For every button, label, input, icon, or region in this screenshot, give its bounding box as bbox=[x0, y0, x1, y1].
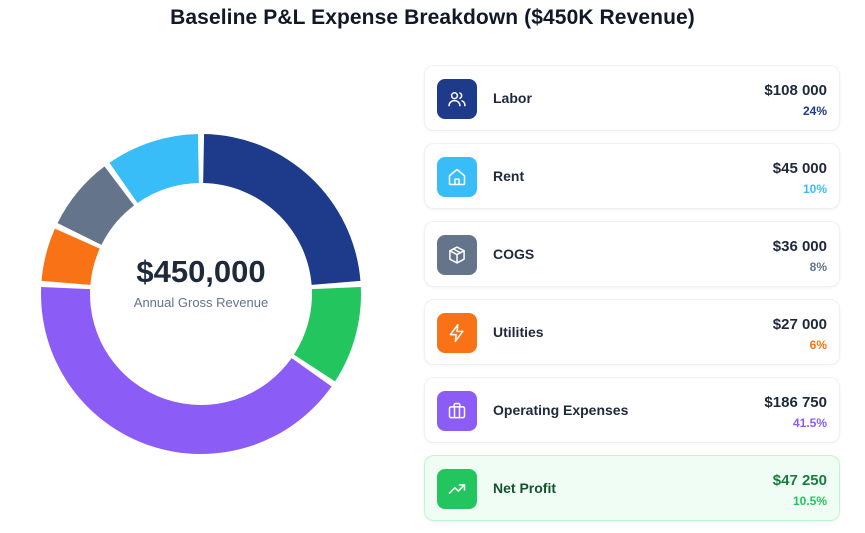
slice-utilities[interactable] bbox=[41, 228, 100, 285]
cogs-icon-box bbox=[437, 235, 477, 275]
slice-operating-expenses[interactable] bbox=[41, 287, 332, 454]
home-icon bbox=[448, 168, 466, 186]
card-amount: $47 250 bbox=[772, 472, 827, 489]
card-percent: 8% bbox=[809, 260, 827, 274]
zap-icon bbox=[449, 323, 464, 343]
slice-net-profit[interactable] bbox=[293, 287, 362, 382]
card-label: Labor bbox=[493, 90, 532, 106]
package-icon bbox=[449, 246, 465, 264]
card-rent[interactable]: Rent $45 000 10% bbox=[424, 143, 840, 209]
chart-title: Baseline P&L Expense Breakdown ($450K Re… bbox=[170, 6, 695, 29]
center-summary: $450,000 Annual Gross Revenue bbox=[101, 254, 301, 311]
card-cogs[interactable]: COGS $36 000 8% bbox=[424, 221, 840, 287]
slice-cogs[interactable] bbox=[57, 166, 135, 245]
center-value: $450,000 bbox=[136, 254, 266, 289]
card-operating-expenses[interactable]: Operating Expenses $186 750 41.5% bbox=[424, 377, 840, 443]
donut-chart: $450,000 Annual Gross Revenue bbox=[35, 128, 367, 460]
card-percent: 10.5% bbox=[792, 494, 827, 508]
card-label: Rent bbox=[493, 168, 525, 184]
card-amount: $27 000 bbox=[772, 316, 827, 333]
utilities-icon-box bbox=[437, 313, 477, 353]
breakdown-list: Labor $108 000 24% Rent $45 000 10% COGS… bbox=[424, 65, 840, 533]
card-percent: 41.5% bbox=[792, 416, 827, 430]
net-profit-icon-box bbox=[437, 469, 477, 509]
card-labor[interactable]: Labor $108 000 24% bbox=[424, 65, 840, 131]
card-percent: 24% bbox=[802, 104, 827, 118]
slice-labor[interactable] bbox=[203, 134, 361, 285]
card-net-profit[interactable]: Net Profit $47 250 10.5% bbox=[424, 455, 840, 521]
card-amount: $186 750 bbox=[764, 394, 827, 411]
card-percent: 6% bbox=[809, 338, 827, 352]
rent-icon-box bbox=[437, 157, 477, 197]
card-label: COGS bbox=[493, 246, 535, 262]
briefcase-icon bbox=[448, 402, 466, 419]
operating-expenses-icon-box bbox=[437, 391, 477, 431]
labor-icon-box bbox=[437, 79, 477, 119]
center-label: Annual Gross Revenue bbox=[133, 295, 269, 310]
card-percent: 10% bbox=[802, 182, 827, 196]
card-utilities[interactable]: Utilities $27 000 6% bbox=[424, 299, 840, 365]
users-icon bbox=[448, 92, 466, 107]
donut-svg bbox=[41, 134, 362, 454]
slice-rent[interactable] bbox=[109, 134, 199, 203]
trending-up-icon bbox=[448, 484, 466, 494]
card-amount: $45 000 bbox=[772, 160, 827, 177]
card-amount: $108 000 bbox=[764, 82, 827, 99]
card-amount: $36 000 bbox=[772, 238, 827, 255]
card-label: Operating Expenses bbox=[493, 402, 629, 418]
card-label: Net Profit bbox=[493, 480, 556, 496]
card-label: Utilities bbox=[493, 324, 544, 340]
